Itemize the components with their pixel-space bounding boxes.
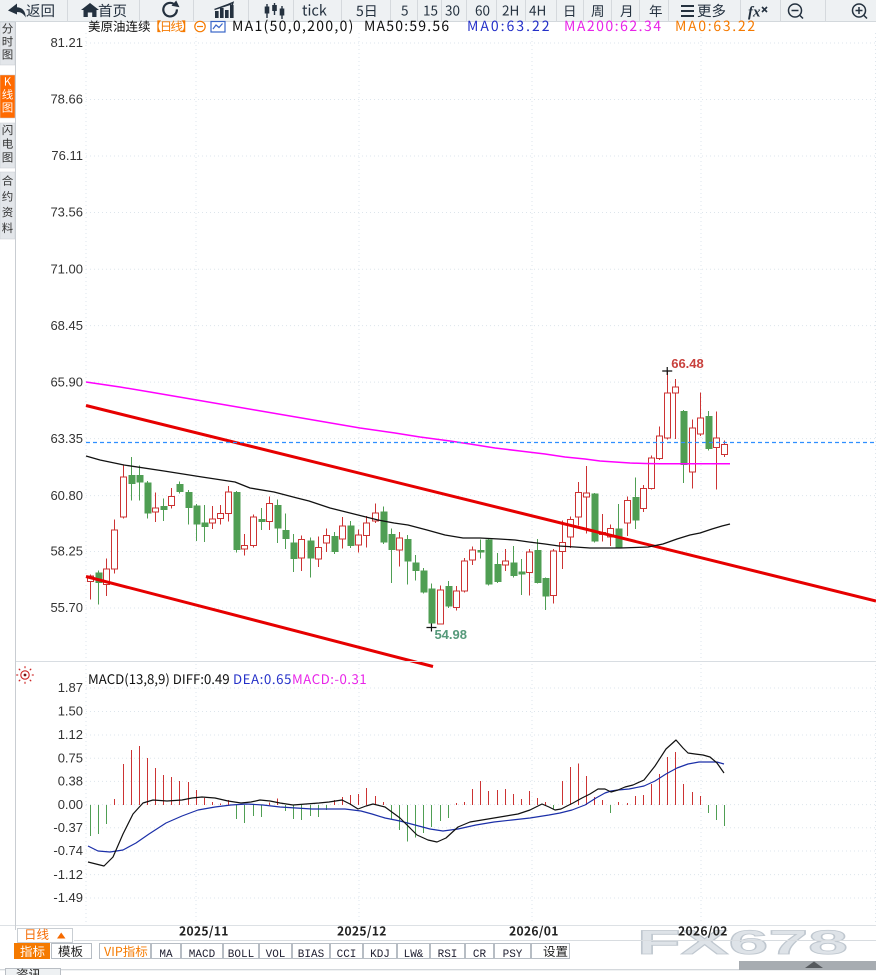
svg-text:55.70: 55.70	[50, 600, 83, 615]
svg-text:65.90: 65.90	[50, 374, 83, 389]
svg-text:81.21: 81.21	[50, 35, 83, 50]
svg-text:-1.12: -1.12	[53, 867, 83, 882]
svg-text:-1.49: -1.49	[53, 890, 83, 905]
svg-text:68.45: 68.45	[50, 318, 83, 333]
svg-text:66.48: 66.48	[671, 356, 704, 371]
svg-text:0.75: 0.75	[58, 750, 83, 765]
svg-text:60.80: 60.80	[50, 488, 83, 503]
svg-text:58.25: 58.25	[50, 544, 83, 559]
svg-text:0.38: 0.38	[58, 774, 83, 789]
svg-text:-0.37: -0.37	[53, 820, 83, 835]
svg-text:54.98: 54.98	[434, 627, 467, 642]
svg-text:63.35: 63.35	[50, 431, 83, 446]
svg-text:-0.74: -0.74	[53, 843, 83, 858]
svg-text:FX678: FX678	[637, 924, 848, 962]
svg-text:73.56: 73.56	[50, 205, 83, 220]
svg-text:78.66: 78.66	[50, 92, 83, 107]
svg-text:1.87: 1.87	[58, 680, 83, 695]
svg-text:0.00: 0.00	[58, 797, 83, 812]
svg-text:1.12: 1.12	[58, 727, 83, 742]
svg-text:1.50: 1.50	[58, 704, 83, 719]
svg-text:fx: fx	[748, 5, 761, 21]
svg-text:76.11: 76.11	[51, 148, 83, 163]
svg-text:71.00: 71.00	[50, 261, 83, 276]
